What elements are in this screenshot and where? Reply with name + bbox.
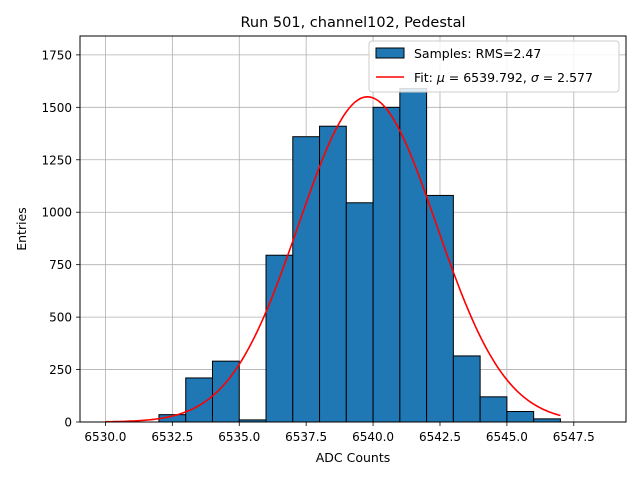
legend-label-fit: Fit: μ = 6539.792, σ = 2.577 — [414, 70, 593, 85]
histogram-bar — [319, 125, 347, 423]
histogram-bar — [372, 106, 401, 423]
legend-bar-swatch — [375, 47, 405, 59]
x-tick-label: 6547.5 — [553, 430, 595, 444]
x-tick-label: 6532.5 — [151, 430, 193, 444]
legend-label-samples: Samples: RMS=2.47 — [414, 46, 541, 61]
x-tick-label: 6535.0 — [218, 430, 260, 444]
y-tick-label: 0 — [64, 416, 72, 430]
y-tick-label: 1500 — [41, 101, 72, 115]
y-axis-ticks: 0 250 500 750 1000 1250 1500 1750 — [41, 48, 80, 430]
x-tick-label: 6545.0 — [486, 430, 528, 444]
histogram-bar — [265, 254, 294, 423]
chart-title: Run 501, channel102, Pedestal — [240, 15, 465, 31]
histogram-bar — [292, 136, 321, 423]
histogram-bar — [452, 355, 481, 423]
y-tick-label: 1250 — [41, 153, 72, 167]
y-tick-label: 250 — [49, 363, 72, 377]
x-tick-label: 6530.0 — [84, 430, 126, 444]
y-axis-label: Entries — [14, 207, 29, 251]
histogram-bar — [345, 202, 374, 423]
legend-box — [368, 40, 620, 93]
x-tick-label: 6542.5 — [419, 430, 461, 444]
y-tick-label: 750 — [49, 258, 72, 272]
y-tick-label: 1000 — [41, 206, 72, 220]
x-tick-label: 6540.0 — [352, 430, 394, 444]
histogram-bar — [479, 396, 508, 423]
x-axis-label: ADC Counts — [316, 450, 391, 465]
y-tick-label: 500 — [49, 311, 72, 325]
histogram-bar — [426, 194, 454, 423]
plot-frame — [79, 35, 627, 423]
x-axis-ticks: 6530.0 6532.5 6535.0 6537.5 6540.0 6542.5 6545… — [84, 422, 595, 444]
y-tick-label: 1750 — [41, 48, 72, 62]
x-tick-label: 6537.5 — [285, 430, 327, 444]
histogram-bar — [506, 411, 535, 423]
legend: Samples: RMS=2.47 Fit: μ = 6539.792, σ =… — [368, 40, 620, 93]
fit-curve — [105, 96, 561, 423]
